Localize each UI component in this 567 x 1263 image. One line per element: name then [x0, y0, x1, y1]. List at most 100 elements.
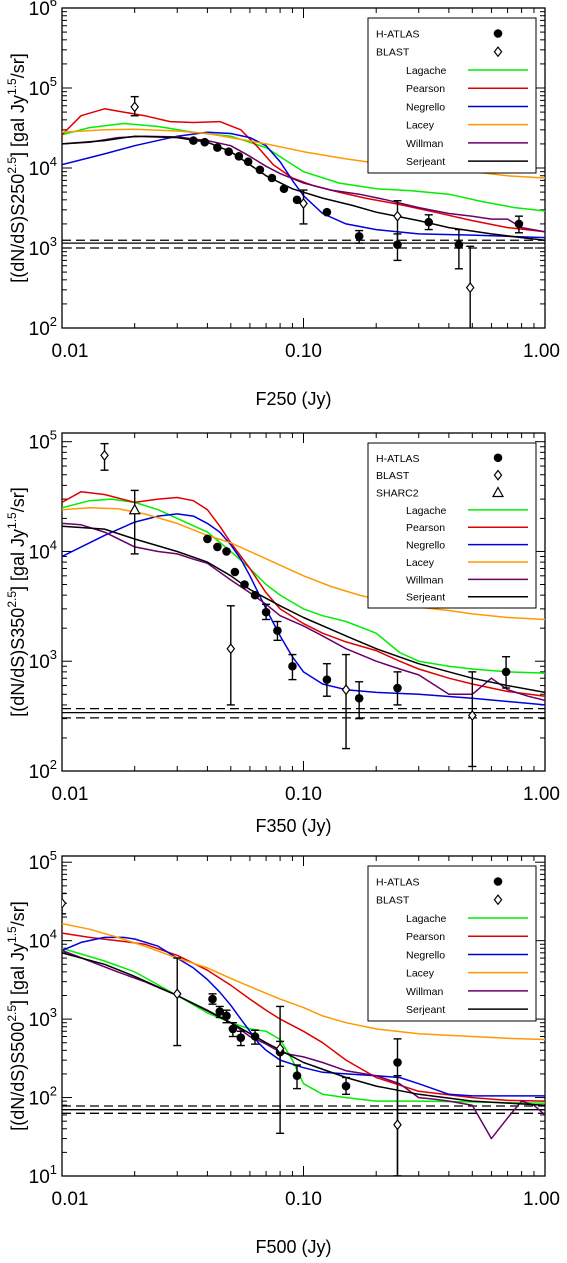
data-point-blast — [393, 1119, 402, 1131]
series-lagache-line — [62, 498, 545, 674]
data-point-h-atlas — [215, 1007, 225, 1016]
y-tick-label: 105 — [29, 848, 57, 874]
series-willman-line — [62, 522, 545, 702]
legend-label: Pearson — [406, 83, 445, 95]
data-point-h-atlas — [213, 542, 222, 552]
error-bar — [173, 957, 182, 1047]
y-tick-label: 103 — [29, 647, 57, 673]
y-tick-label: 104 — [29, 154, 57, 180]
data-point-blast — [465, 282, 475, 294]
x-tick-label: 0.10 — [285, 1189, 322, 1210]
y-tick-label: 104 — [29, 927, 57, 953]
data-point-h-atlas — [267, 173, 277, 183]
legend-label: Willman — [406, 138, 443, 150]
x-tick-label: 1.00 — [523, 784, 560, 805]
data-point-blast — [226, 643, 236, 655]
series-lacey-line — [62, 922, 545, 1041]
plot-area — [62, 892, 545, 1176]
legend-item-h-atlas: H-ATLAS — [376, 453, 503, 465]
legend-item-blast: BLAST — [376, 894, 503, 907]
data-point-h-atlas — [250, 590, 260, 600]
data-point-h-atlas — [200, 137, 210, 147]
error-bar — [226, 605, 235, 706]
data-point-blast — [62, 897, 67, 909]
data-point-h-atlas — [203, 534, 212, 544]
data-point-h-atlas — [322, 675, 332, 684]
data-point-blast — [341, 684, 351, 696]
data-point-h-atlas — [261, 607, 271, 617]
data-point-h-atlas — [454, 240, 464, 249]
legend-item-serjeant: Serjeant — [406, 156, 528, 168]
legend-label: BLAST — [376, 895, 410, 907]
legend-item-lagache: Lagache — [406, 505, 528, 517]
legend-label: Lagache — [406, 65, 446, 77]
data-point-h-atlas — [341, 1081, 351, 1091]
x-tick-label: 1.00 — [523, 1189, 560, 1210]
legend-item-pearson: Pearson — [406, 522, 528, 534]
panel-f350: 0.01 0.10 1.00 102 103 104 105 F350 (Jy) [(dN/dS… — [5, 428, 560, 836]
legend-label: Lacey — [406, 120, 435, 132]
data-point-blast — [467, 709, 477, 722]
y-tick-label: 106 — [29, 0, 57, 20]
y-axis-title: [(dN/dS)S2502.5] [gal Jy1.5/sr] — [5, 53, 28, 282]
x-tick-label: 1.00 — [523, 341, 560, 362]
legend-item-lacey: Lacey — [406, 120, 528, 132]
data-point-blast — [172, 988, 182, 1000]
data-point-blast — [130, 101, 140, 113]
y-tick-label: 105 — [29, 74, 57, 100]
series-pearson-line — [62, 108, 545, 233]
x-axis-title: F500 (Jy) — [255, 1237, 331, 1257]
legend-item-willman: Willman — [406, 986, 528, 998]
x-tick-label: 0.01 — [52, 784, 89, 805]
legend-marker — [493, 453, 503, 463]
data-point-h-atlas — [393, 683, 402, 693]
data-point-h-atlas — [236, 1033, 246, 1042]
y-axis-title: [(dN/dS)S3502.5] [gal Jy1.5/sr] — [5, 487, 28, 716]
plot-area — [62, 95, 545, 328]
data-point-h-atlas — [234, 152, 244, 161]
x-axis-title: F250 (Jy) — [255, 389, 331, 409]
legend-item-lagache: Lagache — [406, 65, 528, 77]
x-tick-label: 0.10 — [285, 341, 322, 362]
series-pearson-line — [62, 932, 545, 1102]
legend-label: Serjeant — [406, 592, 445, 604]
legend-item-negrello: Negrello — [406, 101, 528, 113]
error-bar — [393, 200, 402, 246]
error-bar — [276, 1005, 285, 1135]
points-sharc2 — [128, 489, 141, 555]
data-point-h-atlas — [322, 207, 332, 217]
legend-item-serjeant: Serjeant — [406, 1004, 528, 1016]
y-tick-label: 103 — [29, 234, 57, 260]
legend-box — [367, 865, 537, 1022]
series-serjeant-line — [62, 525, 545, 694]
legend-label: Lagache — [406, 505, 446, 517]
plot-area — [62, 442, 545, 768]
data-point-h-atlas — [208, 994, 217, 1004]
axis-ticks — [61, 433, 545, 772]
legend-item-lacey: Lacey — [406, 968, 528, 980]
data-point-h-atlas — [243, 157, 253, 166]
legend-marker — [493, 469, 503, 481]
legend-item-negrello: Negrello — [406, 540, 528, 552]
axis-ticks — [61, 8, 545, 329]
points-blast — [62, 892, 402, 1176]
panel-f250: 0.01 0.10 1.00 102 103 104 105 106 F250 (Jy) [(dN… — [5, 0, 560, 409]
legend-item-pearson: Pearson — [406, 931, 528, 943]
y-tick-label: 104 — [29, 537, 57, 563]
legend-label: H-ATLAS — [376, 29, 420, 41]
legend-label: Lacey — [406, 557, 435, 569]
legend-label: Negrello — [406, 540, 445, 552]
y-tick-label: 102 — [29, 314, 57, 340]
legend-marker — [493, 46, 503, 58]
x-tick-label: 0.01 — [52, 341, 89, 362]
series-serjeant-line — [62, 952, 545, 1106]
y-tick-label: 101 — [29, 1162, 57, 1188]
series-lagache-line — [62, 122, 545, 212]
data-point-h-atlas — [273, 626, 282, 635]
data-point-h-atlas — [250, 1032, 260, 1041]
legend-label: BLAST — [376, 470, 410, 482]
x-tick-label: 0.01 — [52, 1189, 89, 1210]
data-point-blast — [393, 210, 402, 222]
legend-marker — [493, 894, 503, 906]
